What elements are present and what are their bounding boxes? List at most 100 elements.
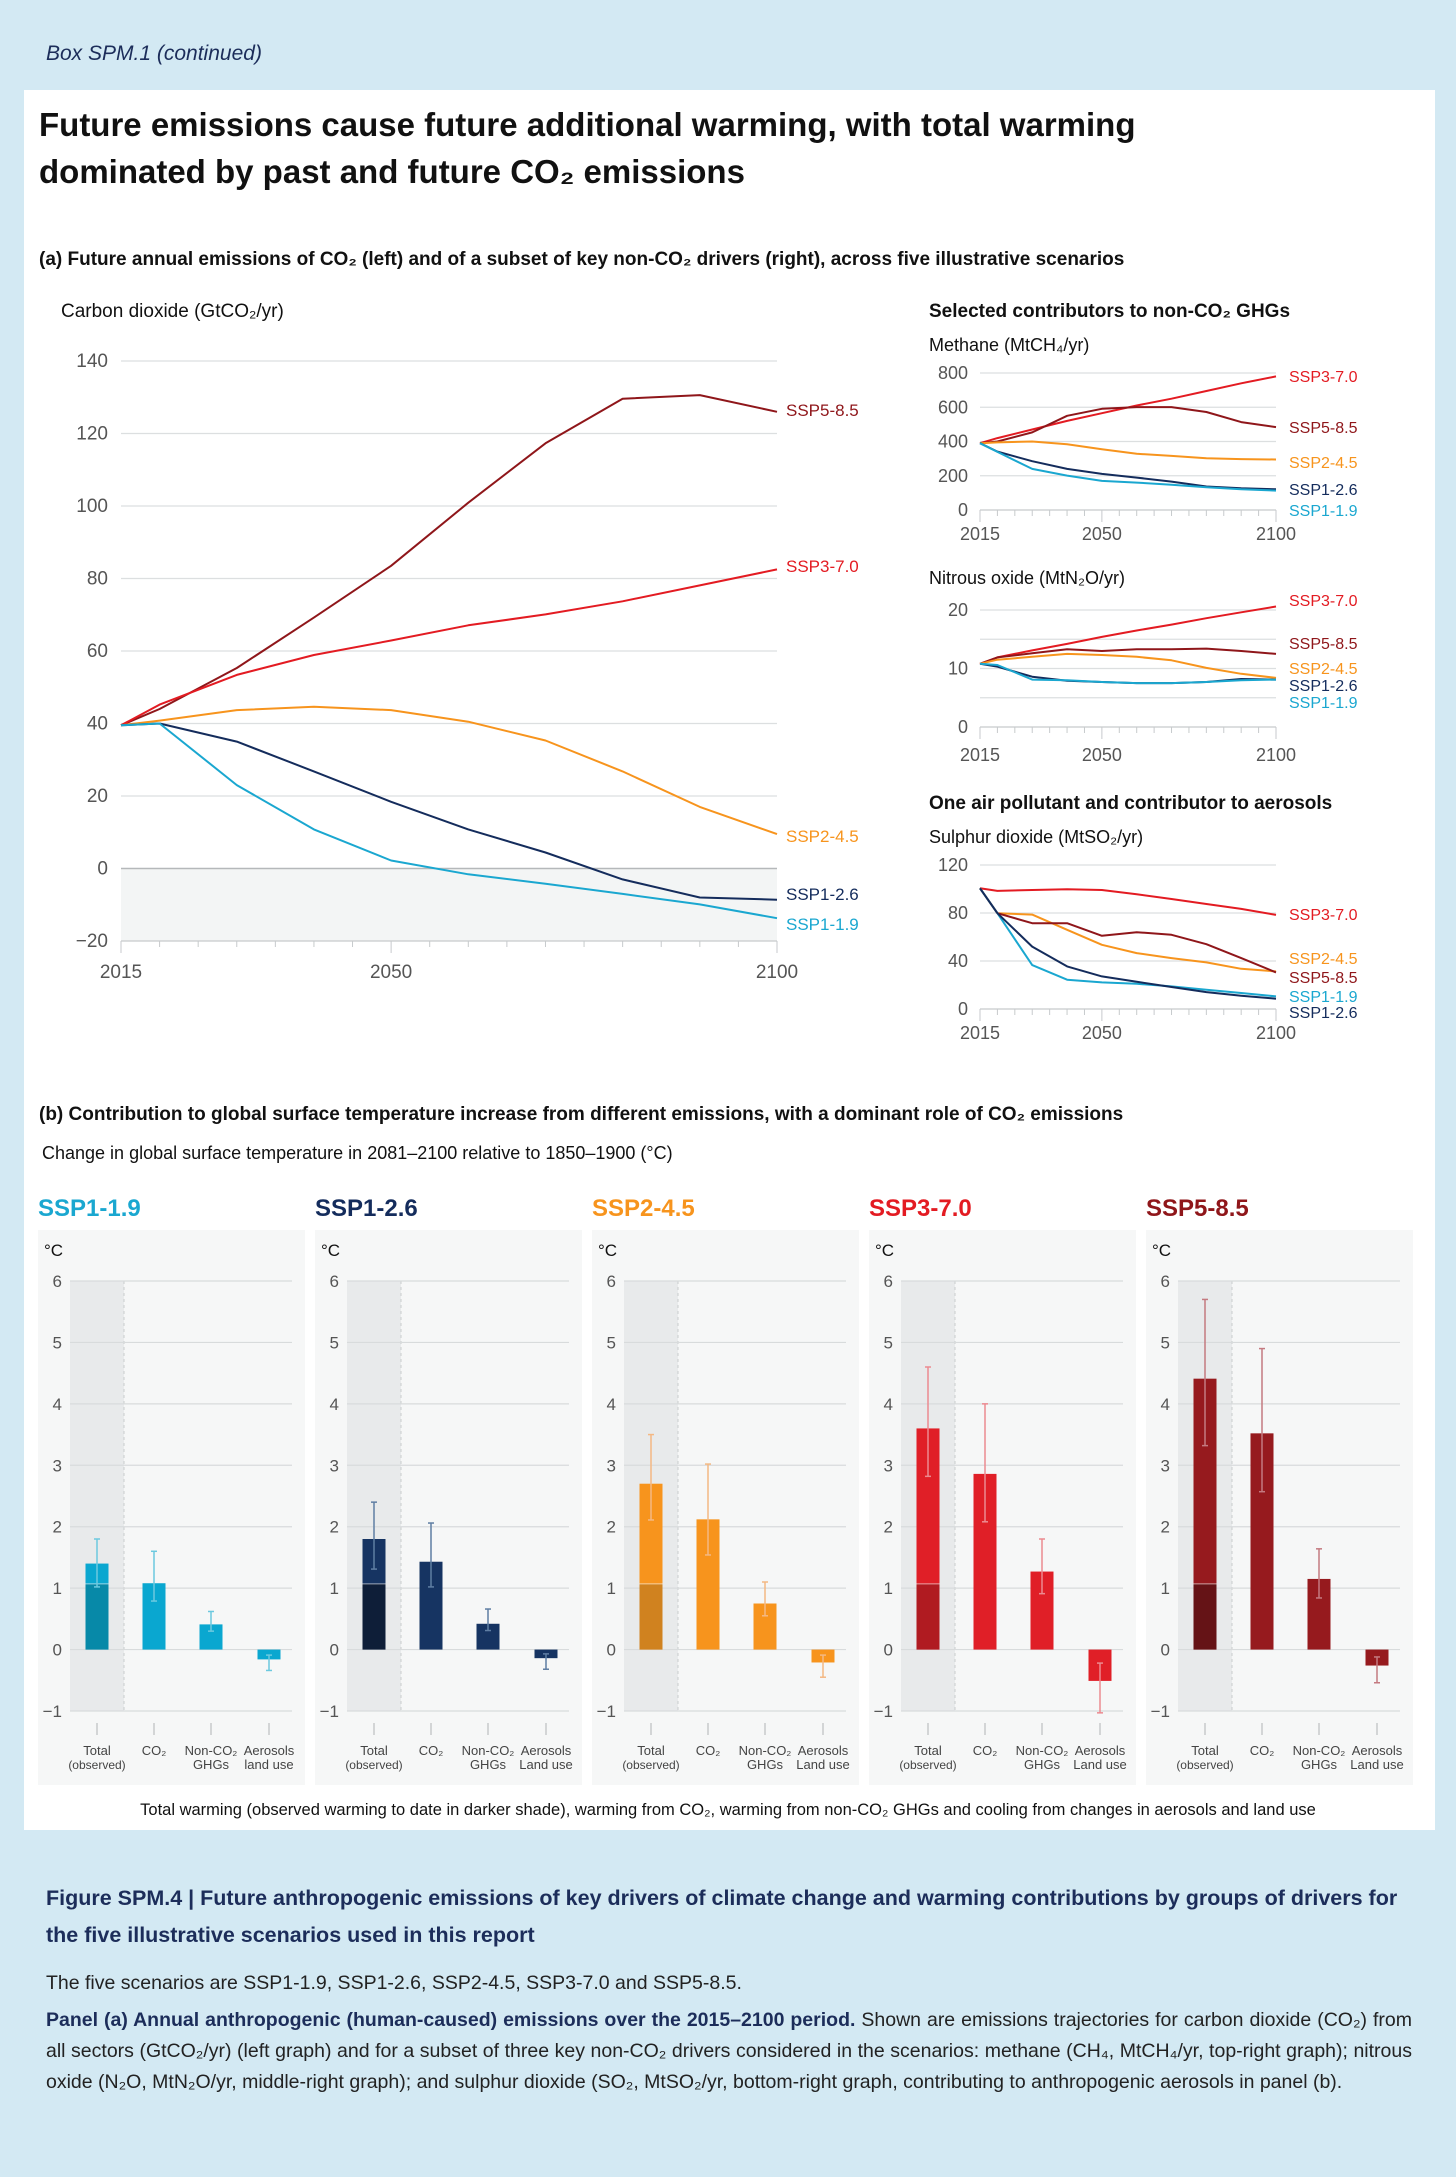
co2-ytick-label: 0 [97, 859, 108, 880]
bar-axis-unit: °C [875, 1241, 894, 1260]
n2o-ytick-label: 0 [958, 717, 968, 737]
co2-series-label: SSP1-2.6 [786, 885, 859, 904]
co2-ytick-label: 40 [87, 714, 108, 735]
category-label: Aerosols [1352, 1743, 1403, 1758]
co2-series-line-ssp1-2.6 [120, 722, 778, 901]
methane-series-label: SSP3-7.0 [1289, 369, 1358, 386]
co2-ytick-label: 120 [76, 424, 108, 445]
panel-a-heading: (a) Future annual emissions of CO₂ (left… [39, 249, 1125, 270]
category-label: Aerosols [521, 1743, 572, 1758]
so2-ytick-label: 80 [948, 903, 968, 923]
n2o-xtick-label: 2050 [1082, 745, 1122, 765]
n2o-axis-label: Nitrous oxide (MtN₂O/yr) [929, 568, 1125, 588]
co2-ytick-label: 140 [76, 351, 108, 372]
category-label: GHGs [1024, 1757, 1061, 1772]
co2-ytick-label: −20 [76, 931, 108, 952]
bar-ytick-label: 0 [884, 1641, 893, 1660]
bar-ytick-label: 5 [607, 1333, 616, 1352]
bar-ytick-label: 0 [607, 1641, 616, 1660]
category-label: Aerosols [244, 1743, 295, 1758]
n2o-xtick-label: 2015 [960, 745, 1000, 765]
methane-ytick-label: 400 [938, 432, 968, 452]
methane-xtick-label: 2050 [1082, 524, 1122, 544]
figure-title-line2: dominated by past and future CO₂ emissio… [39, 153, 745, 190]
category-label: Total [914, 1743, 942, 1758]
category-label: Non-CO₂ [462, 1743, 515, 1758]
bar-ytick-label: 6 [330, 1272, 339, 1291]
so2-xtick-label: 2050 [1082, 1023, 1122, 1043]
figure-caption: Figure SPM.4 | Future anthropogenic emis… [46, 1880, 1412, 2098]
bar-ytick-label: 4 [884, 1395, 893, 1414]
bar-ytick-label: 2 [53, 1518, 62, 1537]
category-label: Total [360, 1743, 388, 1758]
bar-ytick-label: −1 [320, 1702, 339, 1721]
methane-ytick-label: 200 [938, 466, 968, 486]
co2-ytick-label: 60 [87, 641, 108, 662]
co2-ytick-label: 100 [76, 496, 108, 517]
bar-ytick-label: −1 [1151, 1702, 1170, 1721]
bar-ytick-label: 2 [330, 1518, 339, 1537]
so2-series-line-ssp1-2.6 [979, 887, 1277, 1000]
bar-observed-warming [362, 1583, 386, 1650]
so2-series-line-ssp3-7.0 [979, 887, 1277, 916]
so2-series-label: SSP1-1.9 [1289, 989, 1358, 1006]
category-label: Aerosols [1075, 1743, 1126, 1758]
bar-observed-warming [85, 1583, 109, 1650]
category-label: (observed) [622, 1758, 679, 1772]
category-label: Total [83, 1743, 111, 1758]
bar-ytick-label: −1 [43, 1702, 62, 1721]
bar-ytick-label: 3 [53, 1456, 62, 1475]
bar-ytick-label: 3 [607, 1456, 616, 1475]
n2o-ytick-label: 20 [948, 600, 968, 620]
category-label: Total [1191, 1743, 1219, 1758]
n2o-series-line-ssp3-7.0 [979, 605, 1277, 665]
category-label: CO₂ [1250, 1743, 1275, 1758]
bar-ytick-label: 6 [53, 1272, 62, 1291]
category-label: CO₂ [142, 1743, 167, 1758]
bar-ytick-label: 2 [884, 1518, 893, 1537]
so2-xtick-label: 2100 [1256, 1023, 1296, 1043]
bar-ytick-label: 0 [1161, 1641, 1170, 1660]
category-label: (observed) [1176, 1758, 1233, 1772]
category-label: Total [637, 1743, 665, 1758]
scenario-title: SSP3-7.0 [869, 1195, 972, 1222]
bar-axis-unit: °C [1152, 1241, 1171, 1260]
box-label: Box SPM.1 (continued) [46, 42, 262, 65]
co2-series-label: SSP5-8.5 [786, 401, 859, 420]
methane-ytick-label: 600 [938, 397, 968, 417]
methane-ytick-label: 800 [938, 363, 968, 383]
category-label: GHGs [193, 1757, 230, 1772]
bar-ytick-label: 1 [330, 1579, 339, 1598]
so2-series-label: SSP2-4.5 [1289, 951, 1358, 968]
category-label: CO₂ [419, 1743, 444, 1758]
bar-ytick-label: 3 [884, 1456, 893, 1475]
co2-ytick-label: 80 [87, 569, 108, 590]
bar-non-co2 [1307, 1578, 1331, 1650]
co2-series-line-ssp3-7.0 [120, 568, 778, 727]
so2-ytick-label: 120 [938, 855, 968, 875]
so2-ytick-label: 0 [958, 999, 968, 1019]
n2o-series-label: SSP1-1.9 [1289, 695, 1358, 712]
so2-series-label: SSP1-2.6 [1289, 1005, 1358, 1022]
co2-series-line-ssp5-8.5 [120, 394, 778, 727]
bar-co2 [1250, 1433, 1274, 1650]
co2-ytick-label: 20 [87, 786, 108, 807]
category-label: Non-CO₂ [1016, 1743, 1069, 1758]
bar-ytick-label: 1 [53, 1579, 62, 1598]
co2-xtick-label: 2015 [100, 962, 142, 983]
non-co2-heading: Selected contributors to non-CO₂ GHGs [929, 301, 1291, 322]
bar-ytick-label: 1 [884, 1579, 893, 1598]
bar-ytick-label: 1 [607, 1579, 616, 1598]
n2o-series-line-ssp2-4.5 [979, 652, 1277, 679]
n2o-series-line-ssp5-8.5 [979, 647, 1277, 665]
co2-series-label: SSP1-1.9 [786, 915, 859, 934]
n2o-series-label: SSP5-8.5 [1289, 636, 1358, 653]
panel-b-note: Total warming (observed warming to date … [140, 1801, 1316, 1819]
methane-series-line-ssp1-1.9 [979, 442, 1277, 492]
methane-series-label: SSP1-1.9 [1289, 503, 1358, 520]
co2-xtick-label: 2100 [756, 962, 798, 983]
bar-observed-warming [1193, 1583, 1217, 1650]
caption-scenarios: The five scenarios are SSP1-1.9, SSP1-2.… [46, 1972, 742, 1994]
bar-ytick-label: 5 [884, 1333, 893, 1352]
co2-xtick-label: 2050 [370, 962, 412, 983]
